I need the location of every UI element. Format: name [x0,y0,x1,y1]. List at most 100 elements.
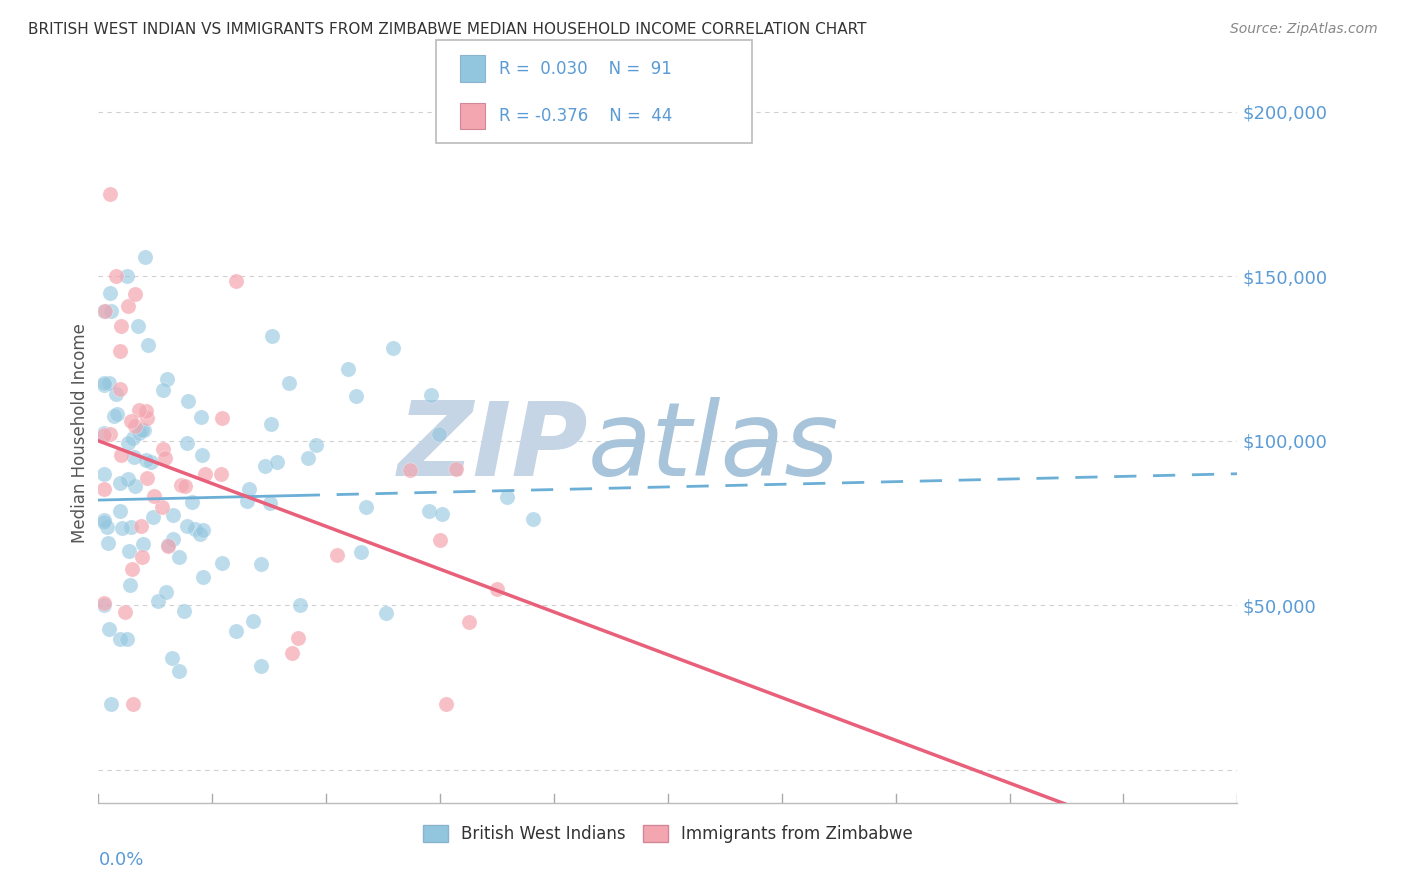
Point [139,455,162,469]
Point [117,472,139,486]
Point [103,409,125,424]
Point [105,407,128,421]
Point [118,543,141,558]
Point [97,622,120,636]
Point [190,410,212,425]
Point [120,578,142,592]
Point [115,632,138,646]
Point [429,533,451,547]
Point [105,386,128,401]
Point [522,511,544,525]
Point [170,477,193,491]
Point [120,520,142,534]
Point [127,318,149,333]
Point [146,594,169,608]
Point [277,376,299,390]
Point [131,549,153,564]
Point [250,659,273,673]
Point [344,388,367,402]
Point [173,604,195,618]
Point [121,561,143,575]
Point [169,549,191,564]
Text: Source: ZipAtlas.com: Source: ZipAtlas.com [1230,22,1378,37]
Point [281,646,304,660]
Point [162,532,184,546]
Point [250,558,273,572]
Point [160,651,183,665]
Text: BRITISH WEST INDIAN VS IMMIGRANTS FROM ZIMBABWE MEDIAN HOUSEHOLD INCOME CORRELAT: BRITISH WEST INDIAN VS IMMIGRANTS FROM Z… [28,22,866,37]
Point [297,450,319,465]
Point [108,383,131,397]
Point [93,599,115,613]
Point [242,614,264,628]
Point [188,527,211,541]
Point [150,500,173,514]
Point [184,522,207,536]
Point [135,404,157,418]
Point [486,582,509,596]
Point [152,442,174,457]
Point [194,467,217,481]
Point [117,436,139,450]
Point [382,341,405,355]
Point [134,423,156,437]
Point [129,519,152,533]
Point [162,508,184,522]
Point [131,423,153,437]
Text: ZIP: ZIP [398,397,588,498]
Point [121,431,143,445]
Point [110,448,132,462]
Point [93,304,115,318]
Point [93,427,115,442]
Point [434,697,457,711]
Point [354,500,377,514]
Point [132,537,155,551]
Point [124,287,146,301]
Point [108,504,131,518]
Text: R =  0.030    N =  91: R = 0.030 N = 91 [499,60,672,78]
Point [211,411,233,425]
Point [93,377,115,392]
Point [93,513,115,527]
Point [238,482,260,496]
Point [110,318,132,333]
Point [350,545,373,559]
Point [191,524,214,538]
Point [225,624,247,638]
Point [124,450,146,464]
Point [100,304,122,318]
Point [236,494,259,508]
Y-axis label: Median Household Income: Median Household Income [70,323,89,542]
Point [177,394,200,409]
Point [93,482,115,496]
Point [174,478,197,492]
Point [181,495,204,509]
Point [93,515,115,529]
Point [128,426,150,441]
Point [96,519,118,533]
Point [93,303,115,318]
Point [93,467,115,481]
Legend: British West Indians, Immigrants from Zimbabwe: British West Indians, Immigrants from Zi… [416,819,920,850]
Point [108,344,131,359]
Point [337,362,360,376]
Point [124,479,146,493]
Point [253,458,276,473]
Point [191,570,214,584]
Point [98,376,121,391]
Point [262,329,284,343]
Point [420,388,443,402]
Point [225,274,247,288]
Text: atlas: atlas [588,398,839,498]
Point [156,372,179,386]
Point [156,539,179,553]
Point [209,467,232,481]
Point [430,507,453,521]
Point [155,585,177,599]
Point [169,664,191,678]
Point [108,632,131,647]
Point [117,299,139,313]
Point [326,549,349,563]
Point [98,427,121,442]
Point [98,187,121,202]
